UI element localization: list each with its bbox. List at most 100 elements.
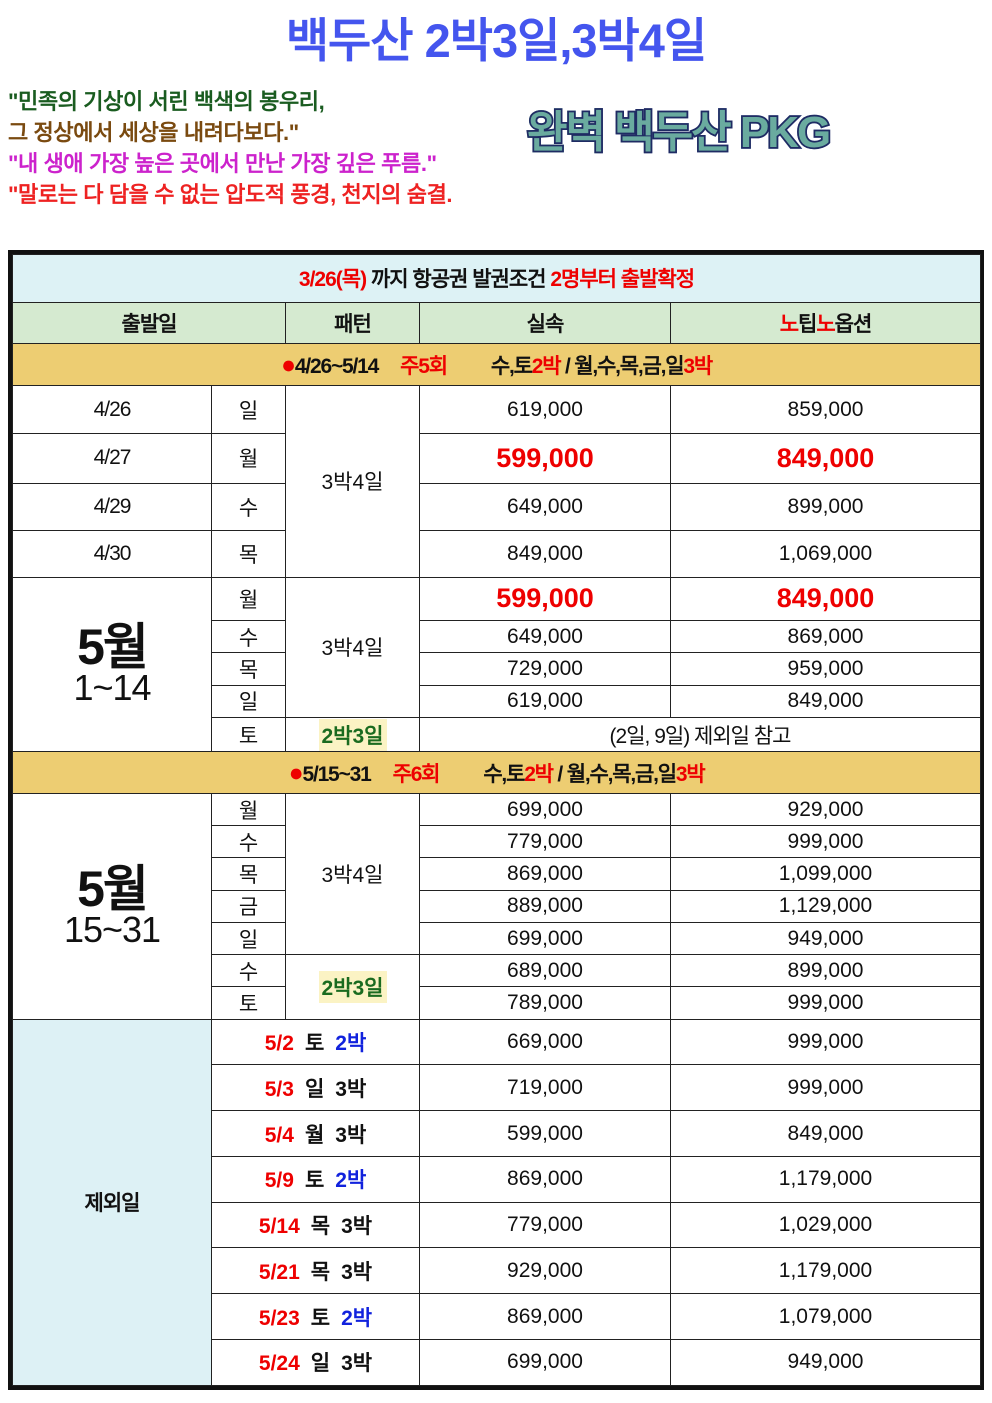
price-notip: 959,000 [669, 652, 982, 686]
section2-range: 5/15~31 [302, 762, 371, 786]
depart-dow: 수 [211, 825, 286, 859]
month-sub: 15~31 [63, 909, 161, 951]
excluded-note: (2일, 9일) 제외일 참고 [418, 716, 982, 753]
depart-dow: 토 [211, 986, 286, 1020]
price-notip: 849,000 [669, 432, 982, 484]
section2-rule-a-nights: 2박 [524, 762, 554, 786]
price-value: 599,000 [419, 576, 671, 622]
excluded-date: 5/2 토 2박 [211, 1018, 420, 1066]
exc-date: 5/3 [264, 1077, 294, 1101]
price-table-container: 3/26(목) 까지 항공권 발권조건 2명부터 출발확정 출발일 패턴 실속 … [8, 250, 984, 1390]
price-value: 869,000 [419, 1155, 671, 1203]
exc-dow: 토 [310, 1306, 331, 1330]
banner-deadline: 3/26(목) [298, 268, 367, 292]
price-value: 669,000 [419, 1018, 671, 1066]
price-value: 599,000 [419, 432, 671, 484]
table-row: 5월 15~31 월 3박4일 699,000 929,000 [12, 792, 982, 1020]
page-header: 백두산 2박3일,3박4일 "민족의 기상이 서린 백색의 봉우리, 그 정상에… [0, 0, 992, 248]
package-wordart-logo: 완벽 백두산 PKG [525, 96, 833, 160]
excluded-row: 5/24 일 3박 699,000 949,000 [13, 1338, 982, 1387]
exc-dow: 목 [310, 1260, 331, 1284]
col-header-pattern: 패턴 [285, 301, 420, 345]
price-notip: 1,079,000 [669, 1293, 982, 1340]
depart-date: 4/29 [12, 482, 212, 531]
price-notip: 1,129,000 [669, 889, 982, 923]
exc-dow: 목 [310, 1215, 331, 1239]
depart-dow: 일 [211, 921, 286, 956]
section2-slash: / [552, 762, 567, 786]
table-row: 수 2박3일 689,000 899,000 [13, 954, 982, 1020]
price-notip: 999,000 [669, 1018, 982, 1066]
price-notip: 859,000 [669, 385, 982, 434]
price-notip: 949,000 [669, 1338, 982, 1387]
price-notip: 849,000 [669, 1110, 982, 1157]
pattern-cell: 3박4일 [285, 576, 420, 718]
price-value: 699,000 [419, 921, 671, 956]
depart-dow: 일 [211, 684, 286, 718]
price-value: 729,000 [419, 652, 671, 686]
price-value: 779,000 [419, 1201, 671, 1249]
price-notip: 849,000 [669, 576, 982, 622]
exc-nights: 2박 [335, 1169, 367, 1193]
exc-date: 5/14 [258, 1215, 300, 1239]
price-notip: 1,029,000 [669, 1201, 982, 1249]
exc-dow: 일 [304, 1077, 325, 1101]
depart-date: 4/26 [12, 385, 212, 434]
month-sub: 1~14 [73, 667, 151, 709]
price-value: 649,000 [419, 482, 671, 531]
price-notip: 999,000 [669, 986, 982, 1020]
exc-date: 5/24 [258, 1352, 300, 1376]
depart-date: 4/27 [12, 432, 212, 484]
price-notip: 849,000 [669, 684, 982, 718]
bullet-icon: ● [281, 350, 296, 379]
depart-dow: 수 [211, 954, 286, 988]
section-band-2: ●5/15~31 주6회 수,토2박 / 월,수,목,금,일3박 [11, 751, 982, 794]
excluded-row: 5/14 목 3박 779,000 1,029,000 [13, 1201, 982, 1249]
excluded-row: 5/23 토 2박 869,000 1,079,000 [13, 1293, 982, 1340]
section1-freq: 주5회 [400, 354, 448, 378]
table-row: 4/26 일 3박4일 619,000 859,000 [12, 385, 982, 578]
exc-date: 5/4 [264, 1123, 294, 1147]
price-notip: 899,000 [669, 954, 982, 988]
quote-line-2: 그 정상에서 세상을 내려다보다." [8, 120, 299, 145]
exc-nights: 2박 [335, 1032, 367, 1055]
depart-dow: 일 [211, 385, 286, 434]
section2-freq: 주6회 [392, 762, 441, 786]
price-value: 649,000 [419, 620, 671, 654]
table-row: 토 789,000 999,000 [13, 986, 982, 1020]
price-notip: 949,000 [669, 921, 982, 956]
price-notip: 1,179,000 [669, 1155, 982, 1203]
exc-nights: 3박 [341, 1215, 373, 1239]
excluded-date: 5/23 토 2박 [211, 1293, 420, 1340]
depart-dow: 수 [211, 482, 286, 531]
section-band-row-2: ●5/15~31 주6회 수,토2박 / 월,수,목,금,일3박 [11, 751, 982, 794]
exc-nights: 3박 [341, 1260, 373, 1284]
pattern-cell-2nights: 2박3일 [285, 716, 420, 753]
month-label-may-1-14: 5월 1~14 [12, 576, 212, 753]
price-value: 719,000 [419, 1064, 671, 1112]
price-value: 789,000 [419, 986, 671, 1020]
excluded-date: 5/14 목 3박 [211, 1201, 420, 1249]
banner-mid: 까지 항공권 발권조건 [366, 268, 551, 292]
quote-line-1: "민족의 기상이 서린 백색의 봉우리, [8, 89, 325, 114]
exc-dow: 토 [304, 1032, 325, 1055]
price-notip: 999,000 [669, 825, 982, 859]
pattern-2n-badge: 2박3일 [318, 970, 387, 1003]
table-row: 목 869,000 1,099,000 [13, 857, 982, 891]
depart-dow: 월 [211, 792, 286, 827]
price-value: 869,000 [419, 1293, 671, 1340]
notip-d: 옵션 [834, 313, 873, 337]
depart-dow: 토 [211, 716, 286, 753]
section1-rule-b-nights: 3박 [683, 354, 713, 378]
price-value: 869,000 [419, 857, 671, 891]
price-value: 619,000 [419, 684, 671, 718]
excluded-label: 제외일 [12, 1018, 212, 1387]
excluded-date: 5/3 일 3박 [211, 1064, 420, 1112]
quote-line-3: "내 생애 가장 높은 곳에서 만난 가장 깊은 푸름." [8, 151, 437, 176]
banner-cell: 3/26(목) 까지 항공권 발권조건 2명부터 출발확정 [11, 254, 982, 303]
table-row: 4/27 월 599,000 849,000 [12, 432, 982, 484]
excluded-row: 5/3 일 3박 719,000 999,000 [13, 1064, 982, 1112]
exc-date: 5/2 [264, 1032, 294, 1055]
depart-dow: 목 [211, 652, 286, 686]
col-header-value: 실속 [419, 301, 671, 345]
